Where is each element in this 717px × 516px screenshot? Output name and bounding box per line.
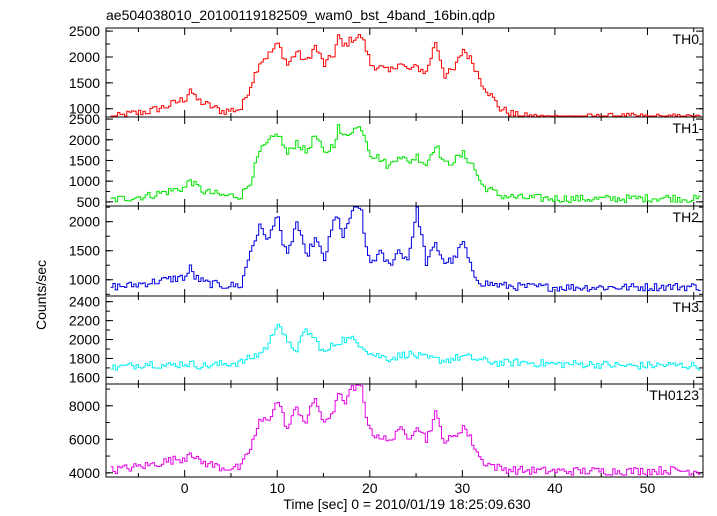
y-tick-label: 1500	[69, 75, 100, 91]
x-tick-label: 20	[362, 480, 378, 496]
panel-frame-3	[105, 295, 704, 385]
y-tick-label: 1500	[69, 243, 100, 259]
y-tick-label: 2500	[69, 23, 100, 39]
x-tick-label: 40	[547, 480, 563, 496]
series-label-th1: TH1	[673, 120, 700, 136]
y-tick-label: 2000	[69, 132, 100, 148]
series-label-th2: TH2	[673, 209, 700, 225]
series-line-th3	[110, 323, 701, 371]
y-tick-label: 1000	[69, 101, 100, 117]
x-tick-label: 10	[269, 480, 285, 496]
series-label-th0: TH0	[673, 31, 700, 47]
panel-frame-0	[105, 27, 704, 118]
y-tick-label: 1600	[69, 369, 100, 385]
series-line-th2	[110, 206, 701, 292]
y-tick-label: 500	[77, 194, 101, 210]
x-tick-label: 0	[181, 480, 189, 496]
y-tick-label: 1500	[69, 152, 100, 168]
series-line-th0123	[110, 384, 701, 476]
series-label-th3: TH3	[673, 299, 700, 315]
y-tick-label: 2000	[69, 214, 100, 230]
panel-frame-4	[105, 383, 704, 478]
y-tick-label: 4000	[69, 465, 100, 481]
chart-title: ae504038010_20100119182509_wam0_bst_4ban…	[106, 7, 495, 23]
y-tick-label: 2200	[69, 313, 100, 329]
y-tick-label: 2000	[69, 49, 100, 65]
panel-frame-1	[105, 116, 704, 207]
y-axis-label: Counts/sec	[33, 260, 49, 330]
series-label-th0123: TH0123	[649, 387, 699, 403]
y-tick-label: 1000	[69, 173, 100, 189]
y-tick-label: 6000	[69, 431, 100, 447]
y-tick-label: 1800	[69, 350, 100, 366]
x-tick-label: 50	[640, 480, 656, 496]
y-tick-label: 2000	[69, 332, 100, 348]
series-line-th0	[110, 34, 701, 117]
panel-frame-2	[105, 205, 704, 297]
y-tick-label: 2500	[69, 111, 100, 127]
y-tick-label: 2400	[69, 294, 100, 310]
x-axis-label: Time [sec] 0 = 2010/01/19 18:25:09.630	[283, 496, 531, 512]
x-tick-label: 30	[455, 480, 471, 496]
y-tick-label: 8000	[69, 398, 100, 414]
series-line-th1	[110, 124, 701, 204]
y-tick-label: 1000	[69, 272, 100, 288]
